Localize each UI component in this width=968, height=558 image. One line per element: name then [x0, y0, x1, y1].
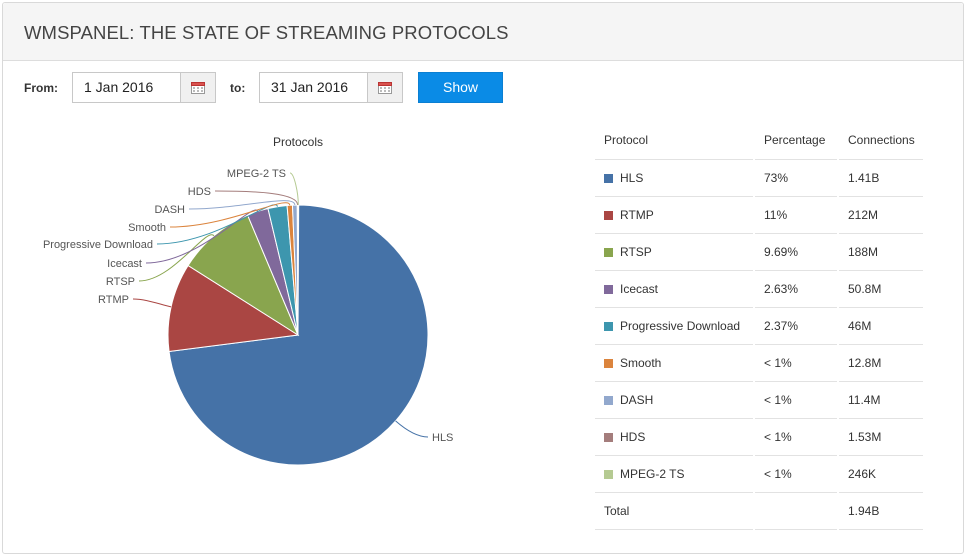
pie-slice-rtsp: [187, 214, 300, 337]
slice-label: RTSP: [106, 276, 135, 288]
connector-mpeg-2-ts: [289, 172, 299, 206]
connections-cell: 212M: [838, 196, 923, 234]
connections-cell: 246K: [838, 455, 923, 493]
slice-label: MPEG-2 TS: [227, 168, 286, 180]
connector-smooth: [169, 202, 291, 228]
percentage-cell: 11%: [754, 196, 839, 234]
from-label: From:: [24, 81, 58, 95]
connections-cell: 12.8M: [838, 344, 923, 382]
column-header-protocol: Protocol: [595, 122, 755, 160]
connector-dash: [188, 200, 296, 210]
calendar-icon: [191, 82, 205, 94]
legend-swatch: [604, 173, 613, 183]
protocol-cell: Icecast: [595, 270, 755, 308]
protocol-name: Icecast: [620, 281, 659, 296]
protocol-name: HLS: [620, 170, 644, 185]
calendar-icon: [378, 82, 392, 94]
protocol-name: Progressive Download: [620, 318, 741, 333]
legend-swatch: [604, 395, 613, 405]
panel-header: WMSPANEL: THE STATE OF STREAMING PROTOCO…: [3, 3, 963, 61]
table-row: RTSP 9.69% 188M: [595, 233, 923, 271]
column-header-percentage: Percentage: [754, 122, 839, 160]
connections-cell: 188M: [838, 233, 923, 271]
table-row: MPEG-2 TS < 1% 246K: [595, 455, 923, 493]
chart-title: Protocols: [273, 135, 323, 149]
slice-label: Progressive Download: [43, 239, 153, 251]
connections-cell: 11.4M: [838, 381, 923, 419]
protocol-name: DASH: [620, 392, 654, 407]
protocol-cell: RTSP: [595, 233, 755, 271]
legend-swatch: [604, 469, 613, 479]
protocol-cell: Progressive Download: [595, 307, 755, 345]
slice-label: Smooth: [128, 222, 166, 234]
protocol-name: RTSP: [620, 244, 652, 259]
legend-swatch: [604, 284, 613, 294]
table-row: HDS < 1% 1.53M: [595, 418, 923, 456]
pie-slice-mpeg-2-ts: [297, 204, 300, 336]
slice-label: DASH: [154, 204, 185, 216]
to-label: to:: [230, 81, 246, 95]
show-button[interactable]: Show: [418, 72, 503, 103]
protocols-table: Protocol Percentage Connections HLS 73% 1.…: [595, 122, 923, 530]
legend-swatch: [604, 432, 613, 442]
percentage-cell: < 1%: [754, 344, 839, 382]
connections-cell: 46M: [838, 307, 923, 345]
total-label: Total: [595, 492, 755, 530]
from-calendar-button[interactable]: [180, 72, 216, 103]
protocol-cell: DASH: [595, 381, 755, 419]
from-date-field[interactable]: 1 Jan 2016: [72, 72, 183, 103]
percentage-cell: < 1%: [754, 418, 839, 456]
table-row: RTMP 11% 212M: [595, 196, 923, 234]
slice-label: HDS: [188, 186, 211, 198]
table-total-row: Total 1.94B: [595, 492, 923, 530]
connections-cell: 1.53M: [838, 418, 923, 456]
slice-label: Icecast: [107, 258, 142, 270]
connector-rtmp: [132, 298, 172, 308]
legend-swatch: [604, 210, 613, 220]
protocol-cell: HLS: [595, 159, 755, 197]
table-row: Smooth < 1% 12.8M: [595, 344, 923, 382]
connector-hls: [395, 420, 429, 438]
column-header-connections: Connections: [838, 122, 923, 160]
protocol-name: HDS: [620, 429, 646, 444]
legend-swatch: [604, 321, 613, 331]
table-row: Progressive Download 2.37% 46M: [595, 307, 923, 345]
protocol-cell: HDS: [595, 418, 755, 456]
table-row: HLS 73% 1.41B: [595, 159, 923, 197]
legend-swatch: [604, 358, 613, 368]
slice-label: RTMP: [98, 294, 129, 306]
to-date-field[interactable]: 31 Jan 2016: [259, 72, 370, 103]
connections-cell: 50.8M: [838, 270, 923, 308]
percentage-cell: < 1%: [754, 455, 839, 493]
table-row: DASH < 1% 11.4M: [595, 381, 923, 419]
protocol-cell: Smooth: [595, 344, 755, 382]
legend-swatch: [604, 247, 613, 257]
slice-label: HLS: [432, 432, 453, 444]
connector-rtsp: [138, 234, 215, 282]
percentage-cell: < 1%: [754, 381, 839, 419]
protocol-cell: MPEG-2 TS: [595, 455, 755, 493]
protocol-name: Smooth: [620, 355, 662, 370]
protocol-cell: RTMP: [595, 196, 755, 234]
connector-hds: [214, 190, 299, 206]
connections-cell: 1.41B: [838, 159, 923, 197]
protocols-pie-chart: Protocols HLS RTMP RTSP Icecast Progressive …: [43, 135, 453, 466]
percentage-cell: 2.63%: [754, 270, 839, 308]
percentage-cell: 2.37%: [754, 307, 839, 345]
percentage-cell: 73%: [754, 159, 839, 197]
total-connections: 1.94B: [838, 492, 923, 530]
protocol-name: RTMP: [620, 207, 654, 222]
table-header-row: Protocol Percentage Connections: [595, 122, 923, 160]
table-row: Icecast 2.63% 50.8M: [595, 270, 923, 308]
total-percentage: [754, 492, 839, 530]
pie-slice-rtmp: [167, 264, 300, 353]
percentage-cell: 9.69%: [754, 233, 839, 271]
to-calendar-button[interactable]: [367, 72, 403, 103]
page-title: WMSPANEL: THE STATE OF STREAMING PROTOCO…: [24, 22, 509, 43]
protocol-name: MPEG-2 TS: [620, 466, 685, 481]
